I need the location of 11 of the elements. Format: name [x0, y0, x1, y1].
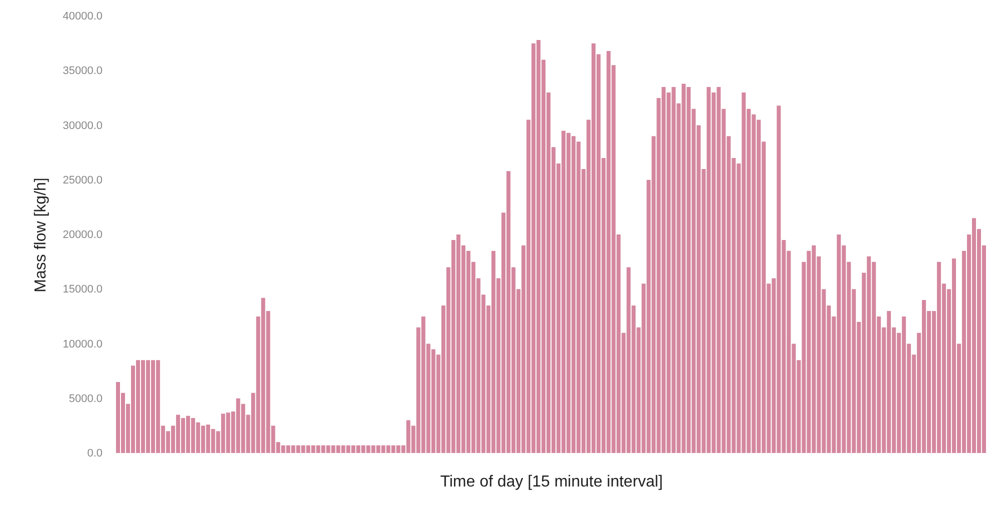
- y-tick-label: 25000.0: [62, 174, 102, 186]
- y-tick-label: 35000.0: [62, 65, 102, 78]
- y-tick-label: 20000.0: [62, 229, 102, 241]
- x-axis-title: Time of day [15 minute interval]: [440, 474, 663, 490]
- y-axis-title: Mass flow [kg/h]: [32, 178, 50, 292]
- y-tick-label: 15000.0: [62, 284, 102, 296]
- y-tick-label: 0.0: [87, 448, 102, 460]
- y-tick-label: 10000.0: [62, 338, 102, 350]
- y-tick-label: 40000.0: [62, 10, 102, 22]
- y-tick-label: 30000.0: [62, 120, 102, 132]
- y-tick-label: 5000.0: [68, 392, 102, 405]
